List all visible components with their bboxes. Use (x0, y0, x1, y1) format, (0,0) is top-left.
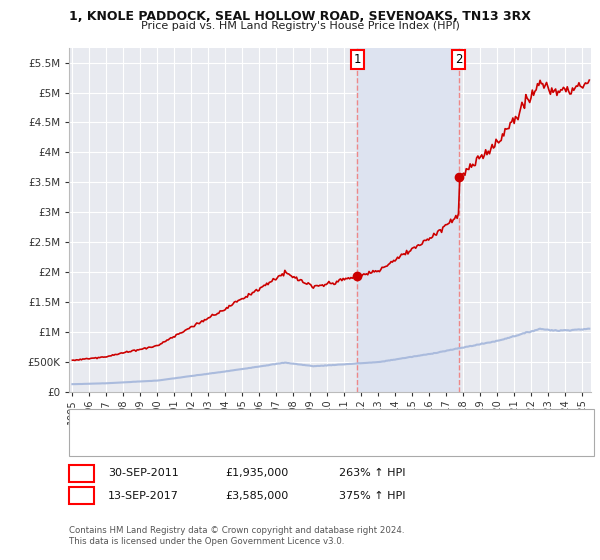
Text: 1: 1 (78, 466, 85, 480)
Text: £1,935,000: £1,935,000 (225, 468, 288, 478)
Bar (357, 48, 458, 392)
Text: 30-SEP-2011: 30-SEP-2011 (108, 468, 179, 478)
Text: 2: 2 (455, 53, 462, 66)
Text: 2: 2 (78, 489, 85, 502)
Text: 1: 1 (353, 53, 361, 66)
Text: 1, KNOLE PADDOCK, SEAL HOLLOW ROAD, SEVENOAKS, TN13 3RX (detached house): 1, KNOLE PADDOCK, SEAL HOLLOW ROAD, SEVE… (108, 417, 522, 427)
Text: Price paid vs. HM Land Registry's House Price Index (HPI): Price paid vs. HM Land Registry's House … (140, 21, 460, 31)
Text: 263% ↑ HPI: 263% ↑ HPI (339, 468, 406, 478)
Text: £3,585,000: £3,585,000 (225, 491, 288, 501)
Text: Contains HM Land Registry data © Crown copyright and database right 2024.
This d: Contains HM Land Registry data © Crown c… (69, 526, 404, 546)
Text: 13-SEP-2017: 13-SEP-2017 (108, 491, 179, 501)
Text: 1, KNOLE PADDOCK, SEAL HOLLOW ROAD, SEVENOAKS, TN13 3RX: 1, KNOLE PADDOCK, SEAL HOLLOW ROAD, SEVE… (69, 10, 531, 23)
Text: HPI: Average price, detached house, Sevenoaks: HPI: Average price, detached house, Seve… (108, 438, 341, 448)
Text: 375% ↑ HPI: 375% ↑ HPI (339, 491, 406, 501)
